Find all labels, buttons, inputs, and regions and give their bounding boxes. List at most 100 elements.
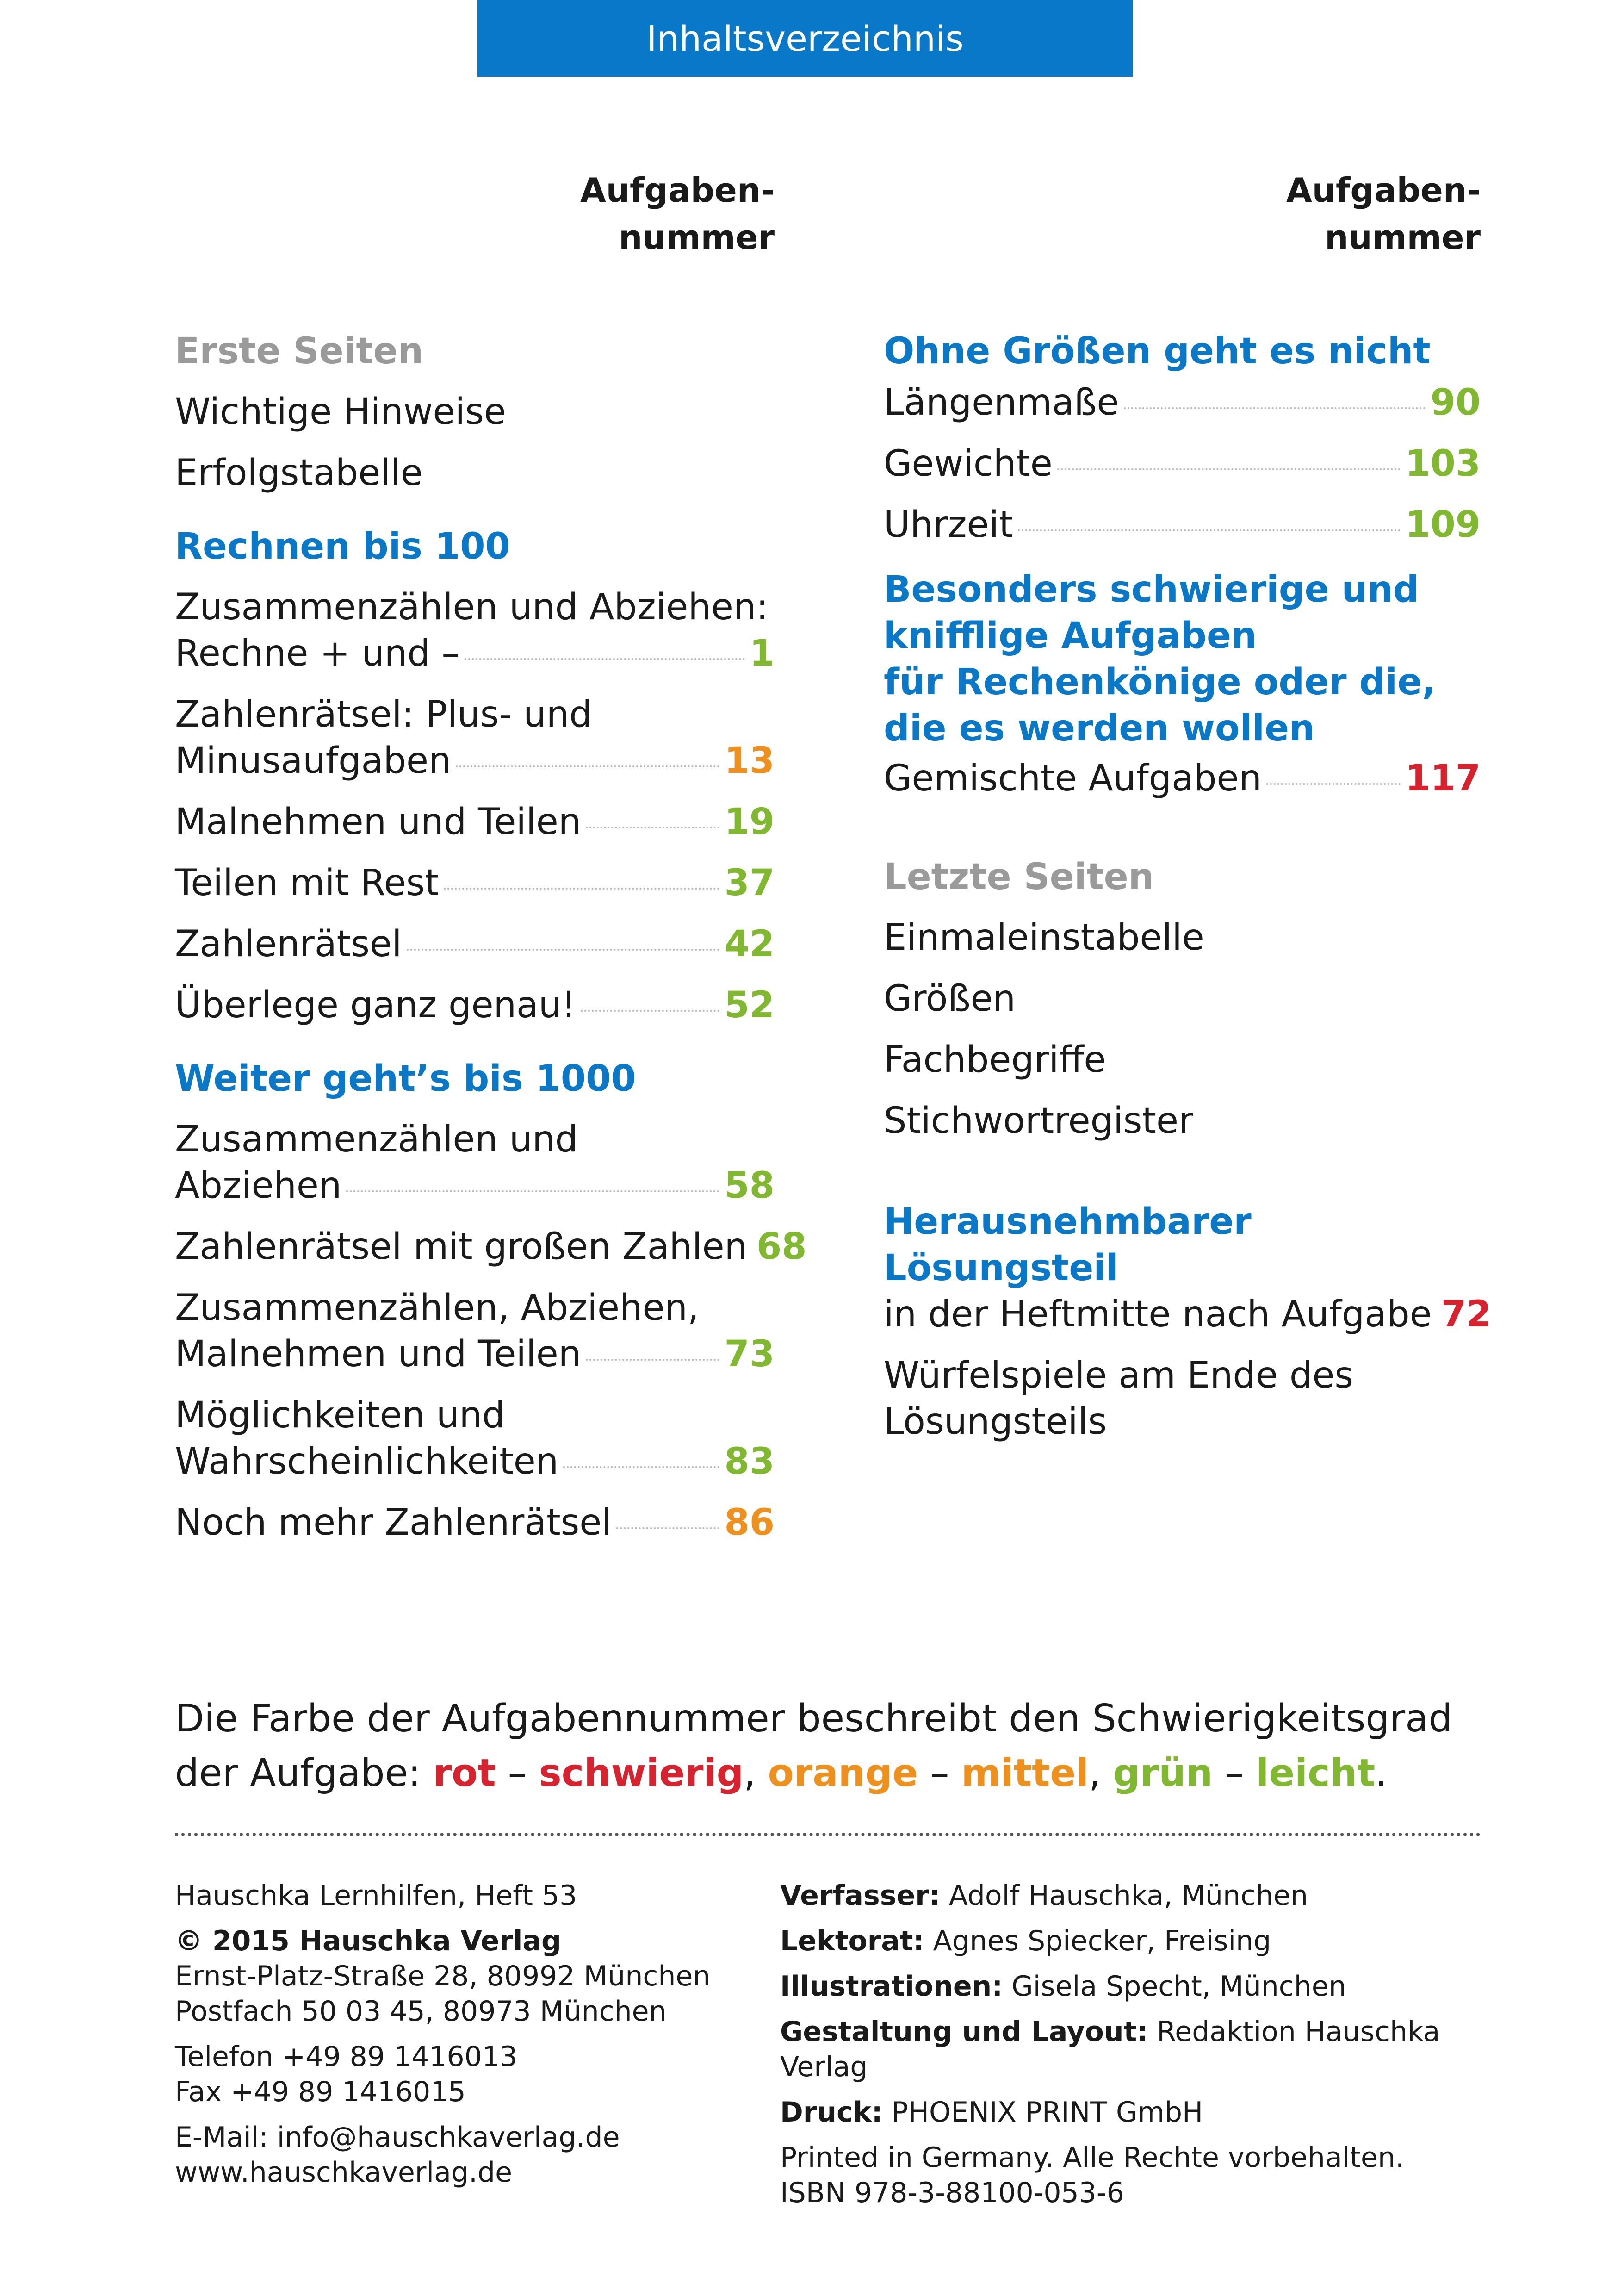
exercise-number: 19: [724, 801, 775, 843]
exercise-number: 90: [1430, 382, 1481, 423]
exercise-number: 58: [724, 1165, 775, 1207]
exercise-number: 117: [1405, 758, 1481, 799]
dot-leader: [464, 658, 745, 660]
imprint-website[interactable]: www.hauschkaverlag.de: [175, 2156, 513, 2189]
exercise-number: 37: [724, 862, 775, 904]
toc-entry-line1: Zusammenzählen, Abziehen,: [175, 1287, 699, 1329]
imprint-rights: Printed in Germany. Alle Rechte vorbehal…: [780, 2141, 1404, 2174]
toc-entry[interactable]: Zusammenzählen, Abziehen, Malnehmen und …: [175, 1285, 775, 1377]
dot-leader: [586, 827, 720, 828]
imprint-editor-label: Lektorat:: [780, 1925, 924, 1957]
toc-entry[interactable]: Zusammenzählen und Abziehen 58: [175, 1116, 775, 1209]
section-title-loesungsteil: Herausnehmbarer Lösungsteil: [884, 1201, 1252, 1289]
imprint-illus-label: Illustrationen:: [780, 1970, 1003, 2003]
imprint-layout-value: Redaktion Hauschka Verlag: [780, 2016, 1440, 2083]
dotted-divider: [175, 1833, 1481, 1836]
section-erste-seiten: Wichtige Hinweise Erfolgstabelle: [175, 389, 775, 496]
toc-entry-label: Uhrzeit: [884, 504, 1013, 546]
imprint-author: Verfasser: Adolf Hauschka, München: [780, 1878, 1483, 1913]
toc-item-wichtige-hinweise[interactable]: Wichtige Hinweise: [175, 391, 506, 433]
difficulty-note: Die Farbe der Aufgabennummer beschreibt …: [175, 1692, 1480, 1801]
toc-item-fachbegriffe[interactable]: Fachbegriffe: [884, 1039, 1106, 1081]
toc-item-einmaleinstabelle[interactable]: Einmaleinstabelle: [884, 917, 1204, 958]
toc-entry[interactable]: Malnehmen und Teilen 19: [175, 799, 775, 845]
toc-entry[interactable]: Möglichkeiten und Wahrscheinlichkeiten 83: [175, 1392, 775, 1485]
toc-entry[interactable]: in der Heftmitte nach Aufgabe 72: [884, 1291, 1491, 1338]
section-title-letzte-seiten: Letzte Seiten: [884, 856, 1154, 898]
imprint-editor-value: Agnes Spiecker, Freising: [924, 1925, 1271, 1957]
imprint-copyright: © 2015 Hauschka Verlag: [175, 1925, 561, 1957]
dot-leader: [456, 765, 720, 767]
toc-entry[interactable]: Gewichte 103: [884, 441, 1481, 487]
section-groessen: Längenmaße 90 Gewichte 103 Uhrzeit 109: [884, 380, 1481, 548]
exercise-number: 72: [1441, 1294, 1492, 1335]
section-schwierig: Gemischte Aufgaben 117: [884, 755, 1481, 802]
exercise-number: 42: [724, 923, 775, 965]
toc-entry[interactable]: Noch mehr Zahlenrätsel 86: [175, 1500, 775, 1546]
imprint-layout: Gestaltung und Layout: Redaktion Hauschk…: [780, 2014, 1483, 2084]
section-title-line: knifflige Aufgaben: [884, 615, 1257, 657]
toc-entry[interactable]: Gemischte Aufgaben 117: [884, 755, 1481, 802]
toc-entry-label: Noch mehr Zahlenrätsel: [175, 1502, 612, 1543]
note-red-level: schwierig: [539, 1751, 744, 1795]
imprint-author-value: Adolf Hauschka, München: [940, 1879, 1308, 1912]
note-comma: ,: [1089, 1751, 1113, 1795]
toc-entry[interactable]: Zusammenzählen und Abziehen: Rechne + un…: [175, 584, 775, 677]
toc-right-column: Aufgaben- nummer Ohne Größen geht es nic…: [884, 167, 1491, 1460]
imprint-print-label: Druck:: [780, 2096, 883, 2128]
toc-entry-label: Längenmaße: [884, 382, 1119, 423]
column-heading-line1: Aufgaben-: [1286, 171, 1481, 210]
imprint-phone: Telefon +49 89 1416013: [175, 2041, 518, 2073]
toc-entry-label: Zahlenrätsel mit großen Zahlen: [175, 1226, 748, 1268]
imprint-address1: Ernst-Platz-Straße 28, 80992 München: [175, 1960, 711, 1992]
toc-item-erfolgstabelle[interactable]: Erfolgstabelle: [175, 452, 423, 494]
section-letzte-seiten: Einmaleinstabelle Größen Fachbegriffe St…: [884, 915, 1481, 1144]
imprint-print: Druck: PHOENIX PRINT GmbH: [780, 2095, 1483, 2130]
section-title-line: Besonders schwierige und: [884, 569, 1419, 610]
note-green-level: leicht: [1256, 1751, 1376, 1795]
imprint-illustrations: Illustrationen: Gisela Specht, München: [780, 1969, 1483, 2004]
toc-entry-label: Teilen mit Rest: [175, 862, 439, 904]
imprint-fax: Fax +49 89 1416015: [175, 2076, 466, 2108]
note-red-word: rot: [433, 1751, 496, 1795]
section-title-groessen: Ohne Größen geht es nicht: [884, 330, 1431, 372]
dot-leader: [346, 1190, 720, 1192]
toc-item-groessen[interactable]: Größen: [884, 978, 1016, 1020]
dot-leader: [580, 1010, 720, 1012]
column-heading-line2: nummer: [1325, 218, 1481, 257]
toc-entry-label: Zahlenrätsel: [175, 923, 402, 965]
imprint-credits: Verfasser: Adolf Hauschka, München Lekto…: [780, 1878, 1483, 2210]
toc-entry[interactable]: Zahlenrätsel: Plus- und Minusaufgaben 13: [175, 691, 775, 784]
dot-leader: [586, 1359, 720, 1361]
imprint-email[interactable]: E-Mail: info@hauschkaverlag.de: [175, 2121, 620, 2153]
section-title-weiter-1000: Weiter geht’s bis 1000: [175, 1058, 636, 1100]
section-title-erste-seiten: Erste Seiten: [175, 330, 424, 372]
toc-entry[interactable]: Zahlenrätsel mit großen Zahlen 68: [175, 1224, 807, 1270]
imprint-address2: Postfach 50 03 45, 80973 München: [175, 1995, 667, 2028]
note-orange-word: orange: [768, 1751, 918, 1795]
toc-left-column: Aufgaben- nummer Erste Seiten Wichtige H…: [175, 167, 807, 1561]
header-bar: Inhaltsverzeichnis: [477, 0, 1133, 77]
exercise-number: 13: [724, 740, 775, 782]
note-prefix: der Aufgabe:: [175, 1751, 433, 1795]
toc-entry-label: Gewichte: [884, 443, 1053, 485]
imprint-print-value: PHOENIX PRINT GmbH: [882, 2096, 1203, 2128]
dot-leader: [1266, 783, 1401, 785]
dot-leader: [1017, 529, 1401, 531]
toc-item-stichwortregister[interactable]: Stichwortregister: [884, 1100, 1194, 1142]
toc-item-wuerfelspiele[interactable]: Würfelspiele am Ende des Lösungsteils: [884, 1352, 1481, 1445]
section-title-rechnen-100: Rechnen bis 100: [175, 526, 510, 567]
note-green-word: grün: [1113, 1751, 1213, 1795]
difficulty-note-line1: Die Farbe der Aufgabennummer beschreibt …: [175, 1697, 1453, 1741]
toc-item-line: Würfelspiele am Ende des: [884, 1355, 1353, 1396]
section-rechnen-100: Zusammenzählen und Abziehen: Rechne + un…: [175, 584, 775, 1028]
toc-entry-line1: Zahlenrätsel: Plus- und: [175, 694, 592, 735]
toc-entry-label: in der Heftmitte nach Aufgabe: [884, 1294, 1432, 1335]
toc-entry[interactable]: Uhrzeit 109: [884, 502, 1481, 548]
toc-entry[interactable]: Teilen mit Rest 37: [175, 860, 775, 906]
exercise-number: 1: [749, 633, 775, 674]
toc-item-line: Lösungsteils: [884, 1401, 1107, 1443]
toc-entry[interactable]: Längenmaße 90: [884, 380, 1481, 426]
toc-entry[interactable]: Überlege ganz genau! 52: [175, 982, 775, 1028]
toc-entry[interactable]: Zahlenrätsel 42: [175, 921, 775, 967]
